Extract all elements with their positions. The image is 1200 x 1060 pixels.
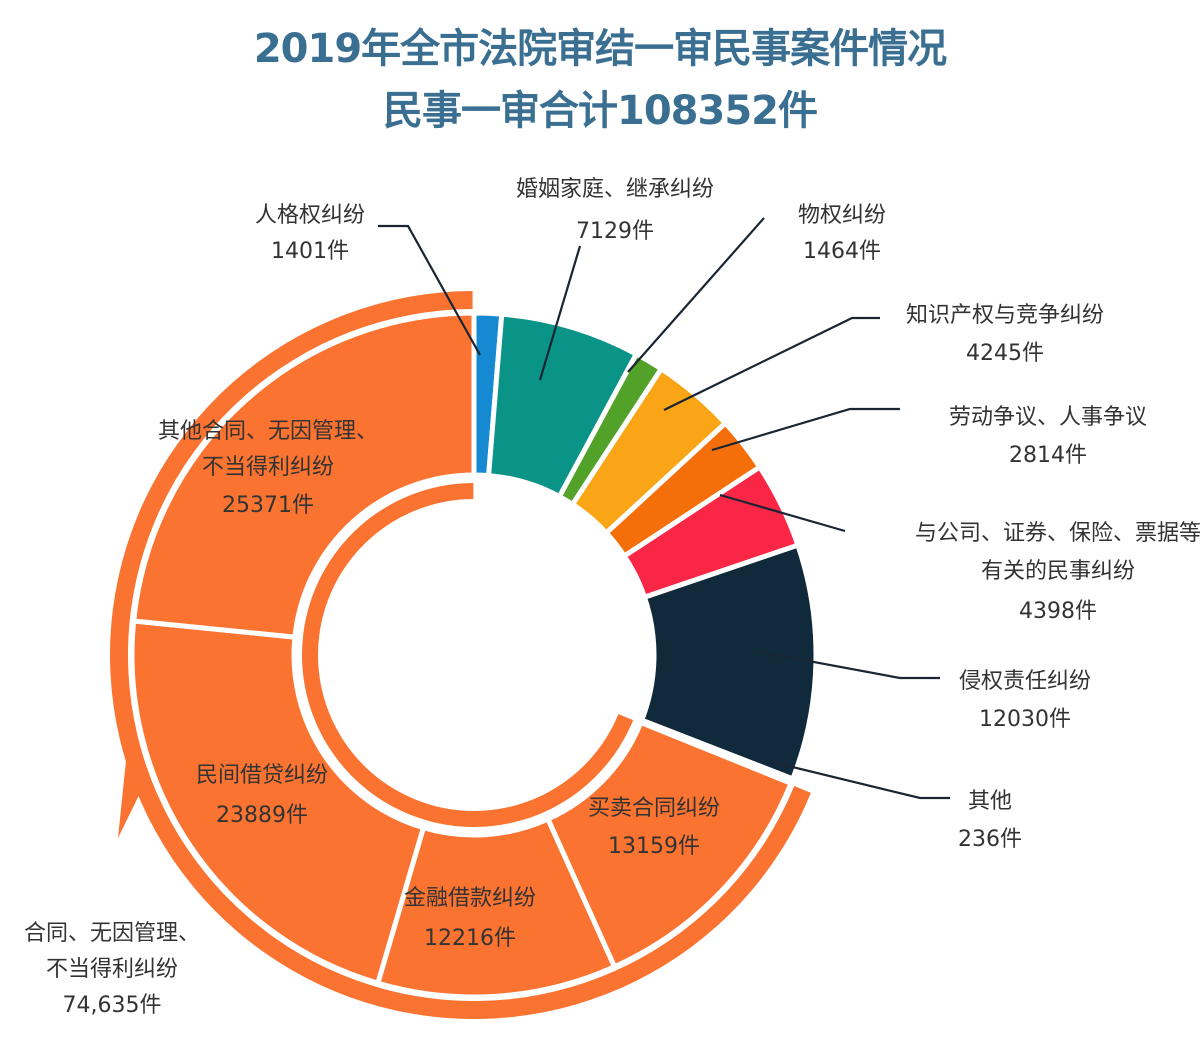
leader-line-1 xyxy=(538,245,582,381)
slice-label-name: 金融借款纠纷 xyxy=(404,886,536,911)
leader-line-2 xyxy=(627,217,765,373)
slice-label-name: 与公司、证券、保险、票据等 xyxy=(915,521,1200,546)
chart-subtitle: 民事一审合计108352件 xyxy=(383,88,818,134)
group-arrow-pointer xyxy=(118,756,140,838)
group-inner-ring xyxy=(302,483,634,827)
slice-label-name: 侵权责任纠纷 xyxy=(959,669,1091,694)
slice-label-name: 不当得利纠纷 xyxy=(202,455,334,480)
slice-10 xyxy=(129,618,427,987)
slice-label-name: 其他合同、无因管理、 xyxy=(158,419,378,444)
chart-title: 2019年全市法院审结一审民事案件情况 xyxy=(253,26,947,72)
group-annotation-value: 74,635件 xyxy=(63,993,162,1018)
slice-label-name: 其他 xyxy=(968,789,1012,814)
slice-label-name: 婚姻家庭、继承纠纷 xyxy=(516,177,714,202)
slice-label-value: 13159件 xyxy=(608,834,700,859)
slice-label-name: 有关的民事纠纷 xyxy=(981,559,1135,584)
leader-line-5 xyxy=(719,493,846,533)
leader-line-7 xyxy=(771,760,950,800)
slice-label-value: 12030件 xyxy=(979,707,1071,732)
slice-label-name: 知识产权与竞争纠纷 xyxy=(906,303,1104,328)
slice-label-name: 人格权纠纷 xyxy=(255,203,365,228)
slice-label-value: 7129件 xyxy=(576,219,654,244)
slice-label-value: 1464件 xyxy=(803,239,881,264)
slice-label-value: 2814件 xyxy=(1009,443,1087,468)
leader-line-3 xyxy=(663,316,880,411)
slice-label-value: 12216件 xyxy=(424,926,516,951)
slice-label-value: 23889件 xyxy=(216,803,308,828)
group-annotation-name: 不当得利纠纷 xyxy=(46,957,178,982)
group-annotation-name: 合同、无因管理、 xyxy=(24,921,200,946)
slice-label-name: 劳动争议、人事争议 xyxy=(949,405,1147,430)
slice-label-value: 236件 xyxy=(958,827,1022,852)
leader-line-4 xyxy=(711,407,900,452)
slice-label-value: 4245件 xyxy=(966,341,1044,366)
leader-line-6 xyxy=(759,650,940,680)
slice-label-name: 物权纠纷 xyxy=(798,203,886,228)
slice-label-value: 4398件 xyxy=(1019,599,1097,624)
slice-label-name: 买卖合同纠纷 xyxy=(588,796,720,821)
leader-line-0 xyxy=(378,224,481,356)
slice-label-value: 1401件 xyxy=(271,239,349,264)
slice-11 xyxy=(130,310,477,640)
slice-label-name: 民间借贷纠纷 xyxy=(196,763,328,788)
slice-label-value: 25371件 xyxy=(222,493,314,518)
